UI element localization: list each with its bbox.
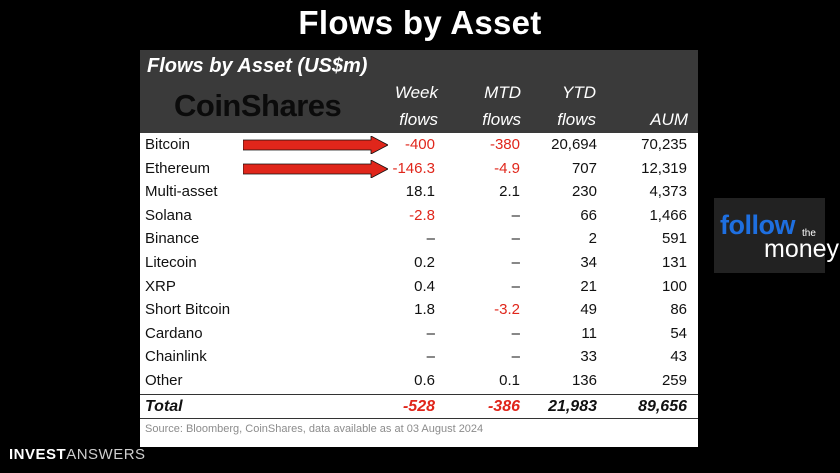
mtd-flow: – [511, 206, 520, 224]
highlight-arrow [243, 136, 388, 154]
aum-value: 70,235 [641, 136, 687, 153]
week-flow: 18.1 [405, 183, 435, 201]
mtd-flow: – [511, 277, 520, 295]
investanswers-logo: INVESTANSWERS [9, 446, 146, 463]
asset-name: Solana [145, 206, 192, 224]
mtd-flow: 2.1 [499, 183, 520, 201]
week-flow: 0.2 [414, 254, 435, 271]
total-mtd: -386 [487, 398, 520, 415]
week-flow: -400 [404, 136, 435, 153]
mtd-flow: – [511, 348, 520, 366]
aum-value: 591 [661, 230, 687, 248]
aum-value: 86 [670, 301, 687, 319]
asset-name: Ethereum [145, 159, 211, 177]
asset-name: Chainlink [145, 348, 207, 366]
asset-name: XRP [145, 277, 176, 295]
asset-name: Other [145, 372, 183, 389]
table-row: Solana -2.8 – 66 1,466 [140, 204, 698, 227]
table-row: Litecoin 0.2 – 34 131 [140, 251, 698, 274]
total-row: Total -528 -386 21,983 89,656 [140, 395, 698, 418]
asset-name: Short Bitcoin [145, 301, 231, 319]
footer-light: ANSWERS [66, 446, 146, 463]
mtd-flow: – [511, 254, 520, 271]
aum-value: 43 [670, 348, 687, 366]
table-title: Flows by Asset (US$m) [147, 55, 368, 77]
asset-name: Litecoin [145, 254, 197, 271]
ytd-flow: 230 [571, 183, 597, 201]
total-underline [140, 418, 698, 419]
table-row: Binance – – 2 591 [140, 227, 698, 250]
ytd-flow: 66 [580, 206, 597, 224]
follow-the-money-logo: follow the money [714, 198, 839, 273]
mtd-flow: -3.2 [494, 301, 520, 319]
week-flow: 0.4 [414, 277, 435, 295]
follow-text: follow [720, 210, 795, 240]
table-row: Other 0.6 0.1 136 259 [140, 369, 698, 392]
the-text: the [802, 228, 816, 239]
aum-value: 12,319 [641, 159, 687, 177]
ytd-flow: 34 [580, 254, 597, 271]
total-label: Total [145, 398, 183, 415]
aum-value: 259 [661, 372, 687, 389]
aum-value: 100 [661, 277, 687, 295]
mtd-flow: 0.1 [499, 372, 520, 389]
total-aum: 89,656 [638, 398, 687, 415]
col-week-line2: flows [399, 110, 438, 129]
ytd-flow: 136 [571, 372, 597, 389]
week-flow: 1.8 [414, 301, 435, 319]
mtd-flow: – [511, 230, 520, 248]
asset-name: Bitcoin [145, 136, 191, 153]
col-ytd-line1: YTD [562, 83, 596, 102]
table-row: Chainlink – – 33 43 [140, 345, 698, 368]
flows-table-card: Flows by Asset (US$m) CoinShares Week fl… [140, 50, 698, 447]
ytd-flow: 49 [580, 301, 597, 319]
table-row: Bitcoin -400 -380 20,694 70,235 [140, 133, 698, 156]
footer-bold: INVEST [9, 446, 67, 463]
col-aum: AUM [650, 110, 688, 129]
ytd-flow: 707 [571, 159, 597, 177]
week-flow: -2.8 [409, 206, 435, 224]
col-mtd-line1: MTD [484, 83, 521, 102]
ytd-flow: 11 [581, 324, 597, 342]
total-ytd: 21,983 [548, 398, 597, 415]
table-row: Ethereum -146.3 -4.9 707 12,319 [140, 157, 698, 180]
highlight-arrow [243, 159, 388, 178]
aum-value: 1,466 [649, 206, 687, 224]
table-row: XRP 0.4 – 21 100 [140, 275, 698, 298]
aum-value: 4,373 [649, 183, 687, 201]
coinshares-logo: CoinShares [174, 88, 342, 123]
total-week: -528 [402, 398, 435, 415]
ytd-flow: 2 [588, 230, 597, 248]
col-ytd-line2: flows [557, 110, 596, 129]
week-flow: – [426, 348, 435, 366]
asset-name: Multi-asset [145, 183, 218, 201]
table-row: Cardano – – 11 54 [140, 322, 698, 345]
mtd-flow: – [511, 324, 520, 342]
asset-name: Binance [145, 230, 200, 248]
ytd-flow: 21 [580, 277, 597, 295]
week-flow: 0.6 [414, 372, 435, 389]
col-week-line1: Week [394, 83, 438, 102]
aum-value: 131 [661, 254, 687, 271]
week-flow: – [426, 230, 435, 248]
table-row: Short Bitcoin 1.8 -3.2 49 86 [140, 298, 698, 321]
week-flow: – [426, 324, 435, 342]
col-mtd-line2: flows [482, 110, 521, 129]
mtd-flow: -380 [489, 136, 520, 153]
source-note: Source: Bloomberg, CoinShares, data avai… [145, 423, 484, 435]
total-divider [140, 394, 698, 395]
asset-name: Cardano [145, 324, 203, 342]
week-flow: -146.3 [392, 159, 435, 177]
mtd-flow: -4.9 [494, 159, 520, 177]
money-text: money [764, 235, 840, 263]
ytd-flow: 20,694 [551, 136, 597, 153]
slide-title: Flows by Asset [298, 4, 542, 41]
ytd-flow: 33 [580, 348, 597, 366]
aum-value: 54 [670, 324, 687, 342]
table-row: Multi-asset 18.1 2.1 230 4,373 [140, 180, 698, 203]
table-header: Flows by Asset (US$m) CoinShares Week fl… [140, 50, 698, 133]
